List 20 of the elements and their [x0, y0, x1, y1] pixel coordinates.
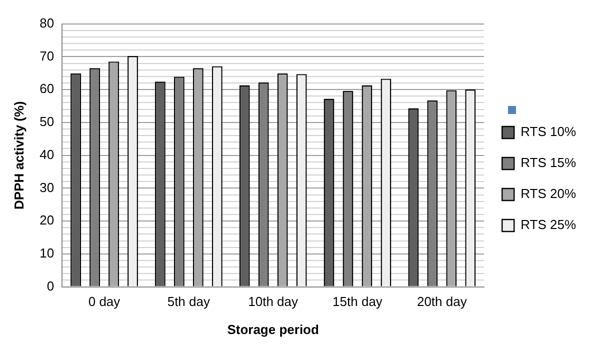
legend-label: RTS 10% — [520, 124, 576, 140]
x-tick-label: 15th day — [332, 294, 383, 310]
x-tick-label: 20th day — [416, 294, 468, 310]
y-tick-label: 80 — [40, 15, 54, 30]
y-tick-label: 10 — [40, 246, 54, 261]
y-tick-label: 70 — [40, 48, 54, 64]
x-tick-label: 0 day — [88, 294, 121, 310]
y-tick-label: 30 — [40, 180, 54, 195]
x-tick-label: 10th day — [248, 294, 299, 310]
y-tick-label: 50 — [40, 114, 54, 130]
y-tick-label: 20 — [40, 212, 54, 228]
y-axis-title: DPPH activity (%) — [11, 101, 26, 210]
y-tick-label: 0 — [46, 278, 54, 294]
x-tick-label: 5th day — [167, 294, 210, 310]
legend-label: RTS 15% — [520, 155, 576, 170]
legend-label: RTS 25% — [520, 217, 576, 232]
y-tick-label: 40 — [40, 146, 54, 162]
x-axis-title: Storage period — [227, 322, 319, 337]
legend-label: RTS 20% — [520, 186, 576, 202]
y-tick-label: 60 — [40, 81, 54, 96]
